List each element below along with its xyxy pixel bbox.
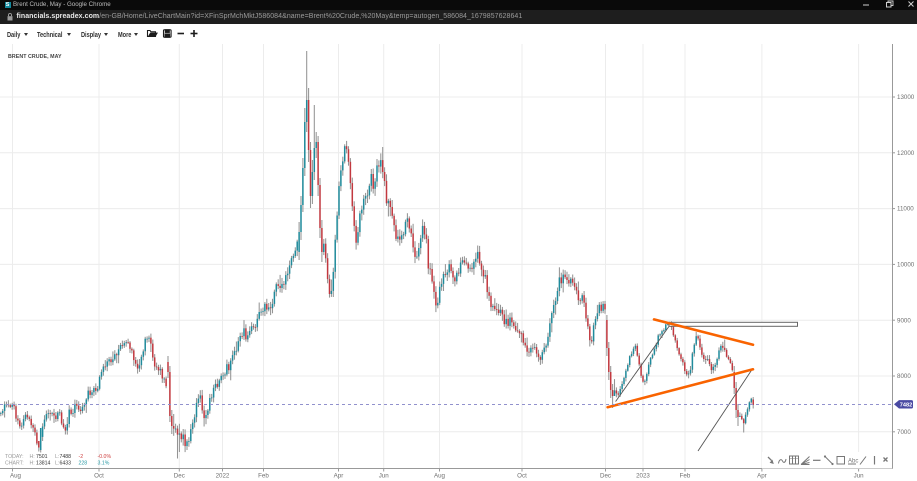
svg-text:Abc: Abc bbox=[848, 459, 858, 465]
svg-text:Feb: Feb bbox=[258, 473, 269, 480]
svg-text:Feb: Feb bbox=[680, 473, 691, 480]
svg-text:-2: -2 bbox=[79, 454, 84, 460]
svg-text:2023: 2023 bbox=[636, 473, 650, 480]
svg-text:3.1%: 3.1% bbox=[98, 460, 110, 466]
svg-text:CHART:: CHART: bbox=[5, 460, 24, 466]
svg-text:10000: 10000 bbox=[897, 262, 915, 269]
svg-text:BRENT CRUDE, MAY: BRENT CRUDE, MAY bbox=[8, 54, 62, 60]
svg-text:Apr: Apr bbox=[757, 473, 767, 480]
svg-text:7488: 7488 bbox=[60, 454, 72, 460]
svg-text:7501: 7501 bbox=[36, 454, 48, 460]
svg-text:Apr: Apr bbox=[334, 473, 344, 480]
svg-text:Dec: Dec bbox=[174, 473, 185, 480]
svg-text:13814: 13814 bbox=[36, 460, 51, 466]
svg-text:L:: L: bbox=[55, 454, 59, 460]
svg-text:9000: 9000 bbox=[897, 317, 911, 324]
svg-text:L:: L: bbox=[55, 460, 59, 466]
svg-text:H:: H: bbox=[30, 460, 35, 466]
svg-text:TODAY:: TODAY: bbox=[5, 454, 24, 460]
svg-text:12000: 12000 bbox=[897, 150, 915, 157]
svg-text:8000: 8000 bbox=[897, 373, 911, 380]
svg-text:Aug: Aug bbox=[10, 473, 22, 480]
svg-text:-0.0%: -0.0% bbox=[98, 454, 112, 460]
svg-text:11000: 11000 bbox=[897, 206, 914, 213]
svg-text:2022: 2022 bbox=[216, 473, 230, 480]
svg-text:Jun: Jun bbox=[854, 473, 865, 480]
svg-text:228: 228 bbox=[79, 460, 88, 466]
svg-text:13000: 13000 bbox=[897, 94, 915, 101]
svg-text:Aug: Aug bbox=[434, 473, 446, 480]
svg-text:7000: 7000 bbox=[897, 429, 911, 436]
svg-text:Oct: Oct bbox=[517, 473, 527, 480]
svg-text:Jun: Jun bbox=[379, 473, 390, 480]
svg-text:Dec: Dec bbox=[600, 473, 611, 480]
svg-text:6433: 6433 bbox=[60, 460, 72, 466]
svg-text:Oct: Oct bbox=[94, 473, 104, 480]
svg-text:H:: H: bbox=[30, 454, 35, 460]
svg-text:7482: 7482 bbox=[900, 402, 912, 408]
